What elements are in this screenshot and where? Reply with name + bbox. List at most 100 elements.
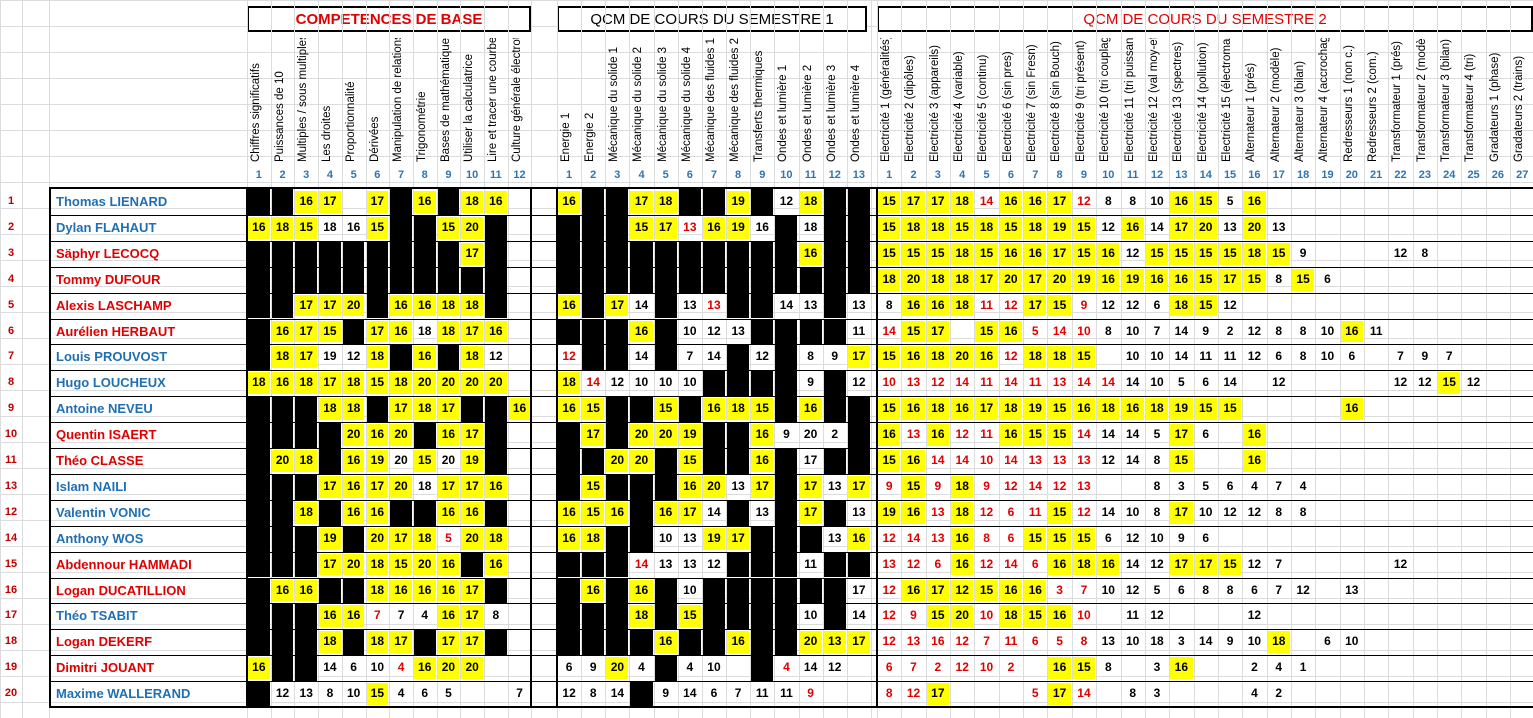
blocked-cell[interactable] [271,473,294,500]
score-cell[interactable]: 15 [878,216,901,239]
blocked-cell[interactable] [727,551,750,578]
score-cell[interactable]: 18 [902,216,925,239]
score-cell[interactable]: 16 [437,579,460,602]
score-cell[interactable]: 12 [882,582,896,597]
score-cell[interactable]: 11 [1126,608,1140,623]
blocked-cell[interactable] [582,344,605,371]
score-cell[interactable]: 15 [678,605,701,628]
score-cell[interactable]: 17 [751,475,774,498]
score-cell[interactable]: 18 [461,346,483,369]
score-cell[interactable]: 16 [1048,553,1071,576]
score-cell[interactable]: 20 [461,657,483,680]
score-cell[interactable]: 16 [413,579,436,602]
blocked-cell[interactable] [823,577,846,604]
score-cell[interactable]: 9 [1226,634,1234,649]
score-cell[interactable]: 15 [1170,450,1193,472]
score-cell[interactable]: 13 [1077,453,1091,467]
blocked-cell[interactable] [413,214,436,241]
score-cell[interactable]: 17 [461,424,483,446]
score-cell[interactable]: 15 [1170,242,1193,265]
score-cell[interactable]: 13 [828,530,842,545]
score-cell[interactable]: 13 [1028,453,1042,467]
blocked-cell[interactable] [413,240,436,267]
blocked-cell[interactable] [775,525,798,552]
score-cell[interactable]: 16 [558,527,581,550]
score-cell[interactable]: 14 [586,375,600,390]
score-cell[interactable]: 7 [1445,349,1453,364]
score-cell[interactable]: 2 [1275,686,1283,701]
score-cell[interactable]: 16 [1024,191,1047,213]
score-cell[interactable]: 7 [686,349,694,364]
blocked-cell[interactable] [390,344,412,371]
score-cell[interactable]: 6 [710,686,718,701]
score-cell[interactable]: 15 [1072,216,1096,239]
blocked-cell[interactable] [582,603,605,630]
blocked-cell[interactable] [727,344,750,371]
score-cell[interactable]: 11 [1369,323,1383,338]
blocked-cell[interactable] [485,292,507,319]
score-cell[interactable]: 10 [1199,504,1213,519]
score-cell[interactable]: 13 [658,556,673,571]
blocked-cell[interactable] [630,396,653,423]
score-cell[interactable]: 16 [437,605,460,628]
score-cell[interactable]: 2 [1251,660,1258,675]
score-cell[interactable]: 17 [852,582,866,597]
score-cell[interactable]: 12 [1125,530,1140,545]
blocked-cell[interactable] [485,577,507,604]
blocked-cell[interactable] [799,525,822,552]
score-cell[interactable]: 12 [562,686,576,701]
score-cell[interactable]: 16 [951,398,974,421]
score-cell[interactable]: 16 [248,216,270,239]
score-cell[interactable]: 15 [902,320,925,343]
score-cell[interactable]: 12 [1223,504,1237,519]
blocked-cell[interactable] [319,577,341,604]
blocked-cell[interactable] [558,448,581,474]
score-cell[interactable]: 16 [558,294,581,317]
score-cell[interactable]: 8 [1080,634,1088,649]
score-cell[interactable]: 16 [271,320,294,343]
score-cell[interactable]: 5 [1153,582,1161,597]
score-cell[interactable]: 14 [1174,349,1189,364]
score-cell[interactable]: 15 [1072,527,1096,550]
score-cell[interactable]: 18 [1048,346,1071,369]
score-cell[interactable]: 14 [803,660,818,675]
score-cell[interactable]: 18 [461,191,483,213]
blocked-cell[interactable] [823,499,846,526]
score-cell[interactable]: 17 [975,268,998,291]
score-cell[interactable]: 12 [1004,349,1018,364]
blocked-cell[interactable] [342,240,365,267]
score-cell[interactable]: 9 [1080,297,1088,312]
blocked-cell[interactable] [295,266,318,293]
score-cell[interactable]: 15 [951,216,974,239]
score-cell[interactable]: 20 [366,527,389,550]
blocked-cell[interactable] [654,448,677,474]
score-cell[interactable]: 14 [1125,427,1140,442]
score-cell[interactable]: 6 [1104,530,1112,545]
score-cell[interactable]: 7 [1275,582,1283,597]
score-cell[interactable]: 12 [1101,297,1115,312]
blocked-cell[interactable] [485,422,507,448]
score-cell[interactable]: 17 [926,683,950,705]
score-cell[interactable]: 12 [1223,297,1237,312]
score-cell[interactable]: 15 [1024,527,1047,550]
score-cell[interactable]: 20 [413,372,436,395]
score-cell[interactable]: 12 [1466,375,1481,390]
score-cell[interactable]: 18 [558,372,581,395]
score-cell[interactable]: 16 [1121,398,1144,421]
blocked-cell[interactable] [295,473,318,500]
score-cell[interactable]: 2 [1226,323,1234,338]
score-cell[interactable]: 20 [271,450,294,472]
score-cell[interactable]: 17 [319,294,341,317]
score-cell[interactable]: 17 [295,346,318,369]
score-cell[interactable]: 12 [1247,556,1262,571]
score-cell[interactable]: 15 [1072,657,1096,680]
score-cell[interactable]: 12 [1101,453,1115,467]
score-cell[interactable]: 16 [413,294,436,317]
blocked-cell[interactable] [366,240,389,267]
score-cell[interactable]: 16 [1024,579,1047,602]
score-cell[interactable]: 9 [807,686,814,701]
student-name[interactable]: Anthony WOS [49,525,247,552]
blocked-cell[interactable] [558,629,581,656]
score-cell[interactable]: 3 [1056,582,1063,597]
blocked-cell[interactable] [582,189,605,215]
